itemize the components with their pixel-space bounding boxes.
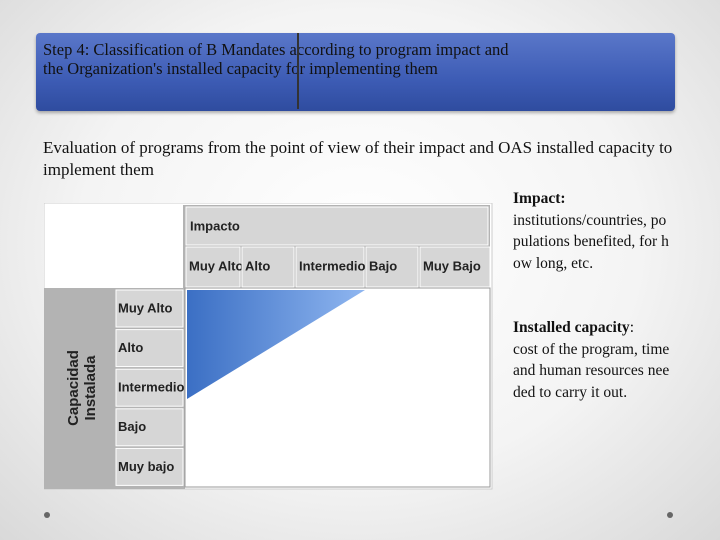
note-term: Installed capacity [513,319,630,336]
impact-level: Muy Alto [189,258,243,273]
header-box [36,33,675,111]
impact-level: Intermedio [299,258,366,273]
note-separator: : [629,319,634,336]
header-title: Step 4: Classification of B Mandates acc… [43,40,509,78]
impact-level-cell [295,246,365,288]
capacity-level-cell [115,447,184,486]
capacity-level: Muy Alto [118,300,172,315]
capacity-level: Alto [118,340,143,355]
note-text: cost of the program, time and human reso… [513,340,670,401]
capacity-level-cell [115,408,184,447]
divider [297,33,299,109]
note: Installed capacity: cost of the program,… [513,317,673,403]
capacity-level-cell [115,329,184,368]
matrix: Impacto Muy Alto Alto Intermedio Bajo Muy Ba… [44,203,493,490]
priority-triangle [187,290,365,399]
impact-level: Alto [245,258,270,273]
impact-header: Impacto [190,218,240,233]
impact-level-cell [241,246,295,288]
impact-level-cell [419,246,491,288]
capacity-header: Instalada [82,355,99,421]
impact-level-cell [365,246,419,288]
note-text: institutions/countries, populations bene… [513,211,669,272]
note: Impact: institutions/countries, populati… [513,188,673,274]
capacity-level: Bajo [118,419,146,434]
capacity-level-cell [115,289,184,328]
impact-level-cell [185,246,241,288]
impact-level: Muy Bajo [423,258,481,273]
dot [44,512,50,518]
capacity-level-cell [115,368,184,407]
dot [667,512,673,518]
impact-header-cell [185,206,489,246]
intro-text: Evaluation of programs from the point of… [43,138,673,179]
capacity-level: Muy bajo [118,459,174,474]
impact-level: Bajo [369,258,397,273]
note-term: Impact: [513,190,566,207]
capacity-header: Capacidad [65,350,82,426]
capacity-level: Intermedio [118,380,185,395]
